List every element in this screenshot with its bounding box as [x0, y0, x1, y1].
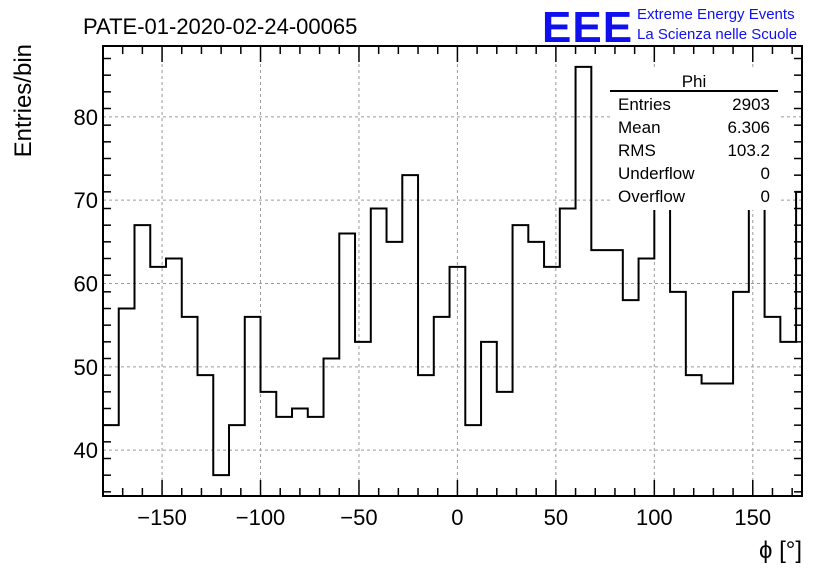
x-axis-title: ϕ [°]: [759, 537, 802, 564]
stats-value-mean: 6.306: [727, 118, 770, 137]
eee-logo: EEE Extreme Energy Events La Scienza nel…: [542, 3, 797, 52]
axes: [102, 45, 803, 497]
stats-value-underflow: 0: [761, 164, 770, 183]
stats-value-entries: 2903: [732, 95, 770, 114]
x-tick-label: 100: [636, 505, 673, 530]
stats-label-overflow: Overflow: [618, 187, 686, 206]
y-tick-label: 40: [74, 438, 98, 463]
logo-line-1: Extreme Energy Events: [637, 6, 795, 23]
y-tick-label: 70: [74, 188, 98, 213]
stats-label-entries: Entries: [618, 95, 671, 114]
y-axis-title: Entries/bin: [10, 44, 37, 157]
stats-box-background: [610, 70, 778, 210]
y-tick-label: 50: [74, 355, 98, 380]
eee-logo-mark: EEE: [542, 3, 633, 52]
tick-labels: −150 −100 −50 0 50 100 150 40 50 60 70 80: [74, 105, 772, 530]
histogram-outline: [103, 65, 802, 477]
x-tick-label: −50: [340, 505, 377, 530]
x-tick-label: −100: [236, 505, 286, 530]
stats-label-underflow: Underflow: [618, 164, 695, 183]
stats-box: Phi Entries 2903 Mean 6.306 RMS 103.2 Un…: [610, 70, 778, 210]
y-tick-label: 80: [74, 105, 98, 130]
stats-label-mean: Mean: [618, 118, 661, 137]
stats-title: Phi: [682, 72, 707, 91]
logo-line-2: La Scienza nelle Scuole: [637, 26, 797, 43]
stats-value-overflow: 0: [761, 187, 770, 206]
x-tick-label: 0: [451, 505, 463, 530]
x-tick-label: 50: [544, 505, 568, 530]
stats-label-rms: RMS: [618, 141, 656, 160]
plot-title: PATE-01-2020-02-24-00065: [83, 14, 357, 39]
x-tick-label: −150: [137, 505, 187, 530]
histogram-series: [103, 65, 802, 477]
stats-value-rms: 103.2: [727, 141, 770, 160]
y-tick-label: 60: [74, 272, 98, 297]
x-tick-label: 150: [734, 505, 771, 530]
plot-frame: [102, 45, 803, 497]
